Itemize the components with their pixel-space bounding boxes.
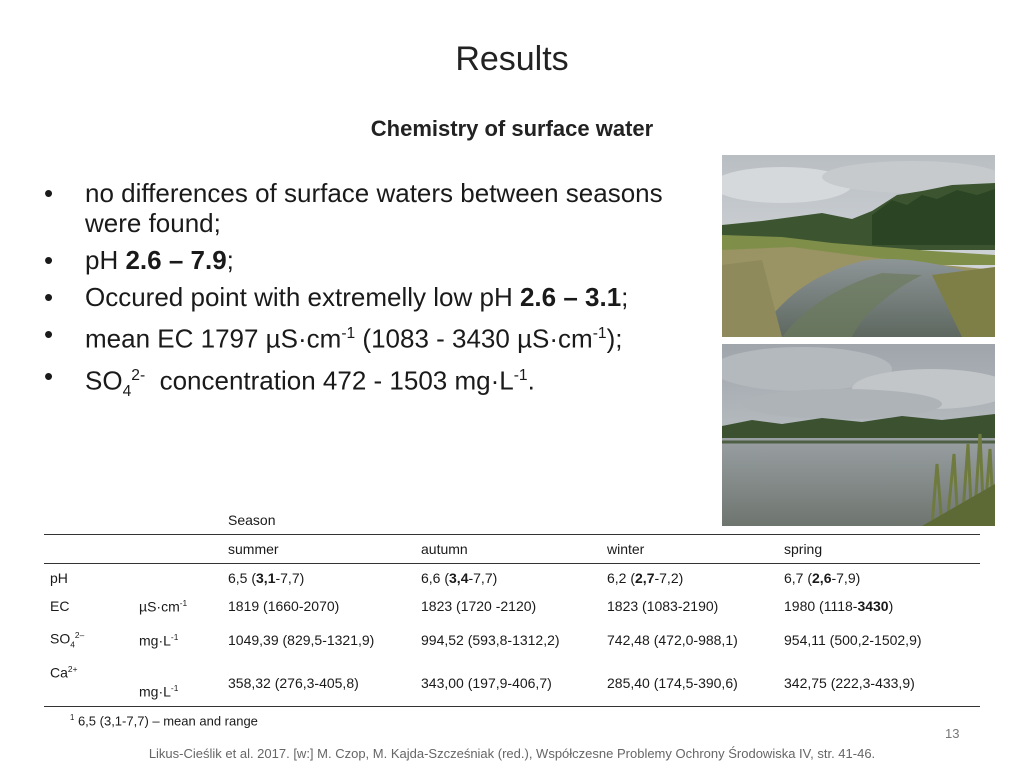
slide-subtitle: Chemistry of surface water xyxy=(370,116,654,141)
table-cell: 6,7 (2,6-7,9) xyxy=(784,570,861,586)
bullet-text: no differences of surface waters between… xyxy=(85,178,663,238)
column-header-spring: spring xyxy=(778,534,980,564)
table-row: Season xyxy=(44,506,980,535)
table-row: SO42– mg·L-1 1049,39 (829,5-1321,9) 994,… xyxy=(44,620,980,660)
table-cell: 1980 (1118-3430) xyxy=(784,598,894,614)
table-cell: 342,75 (222,3-433,9) xyxy=(778,660,980,707)
unit-cell: mg·L-1 xyxy=(139,631,179,649)
superscript: -1 xyxy=(513,366,528,384)
table-cell: 6,5 (3,1-7,7) xyxy=(228,570,305,586)
bullet-item: pH 2.6 – 7.9; xyxy=(44,245,714,275)
table-cell: 1819 (1660-2070) xyxy=(228,598,340,614)
bullet-text: . xyxy=(527,365,535,396)
bullet-text: Occured point with extremelly low pH xyxy=(85,282,520,312)
subscript: 4 xyxy=(122,382,132,400)
table-footnote: 1 6,5 (3,1-7,7) – mean and range xyxy=(70,713,258,729)
table-cell: 742,48 (472,0-988,1) xyxy=(607,632,738,648)
canal-photo xyxy=(722,155,995,337)
bullet-bold-value: 2.6 – 7.9 xyxy=(125,245,227,275)
bullet-item: Occured point with extremelly low pH 2.6… xyxy=(44,282,714,312)
column-header-winter: winter xyxy=(601,534,778,564)
table-cell: 343,00 (197,9-406,7) xyxy=(415,660,601,707)
season-header: Season xyxy=(228,512,276,528)
table-cell: 6,2 (2,7-7,2) xyxy=(607,570,684,586)
table-row: pH 6,5 (3,1-7,7) 6,6 (3,4-7,7) 6,2 (2,7-… xyxy=(44,564,980,593)
table-cell: 994,52 (593,8-1312,2) xyxy=(421,632,560,648)
bullet-text: SO xyxy=(85,365,123,396)
slide-title: Results xyxy=(455,40,569,78)
column-header-autumn: autumn xyxy=(415,534,601,564)
unit-cell: µS·cm-1 xyxy=(139,597,188,615)
pond-photo xyxy=(722,344,995,526)
superscript: -1 xyxy=(341,325,356,342)
bullet-text: concentration 472 - 1503 mg·L xyxy=(145,365,514,396)
bullet-bold-value: 2.6 – 3.1 xyxy=(519,282,622,312)
table-cell: 1823 (1083-2190) xyxy=(607,598,719,614)
bullet-text: ; xyxy=(621,282,629,312)
table-row: EC µS·cm-1 1819 (1660-2070) 1823 (1720 -… xyxy=(44,592,980,620)
bullet-text: ); xyxy=(606,323,623,354)
superscript: 2- xyxy=(131,366,146,384)
bullet-item: mean EC 1797 µS·cm-1 (1083 - 3430 µS·cm-… xyxy=(44,319,714,354)
row-label-ph: pH xyxy=(50,570,68,586)
table-row: Ca2+ mg·L-1 358,32 (276,3-405,8) 343,00 … xyxy=(44,660,980,707)
row-label-ca: Ca2+ xyxy=(44,660,133,707)
water-chemistry-table: Season summer autumn winter spring pH 6,… xyxy=(44,506,980,707)
unit-cell: mg·L-1 xyxy=(133,660,222,707)
bullet-text: (1083 - 3430 µS·cm xyxy=(355,323,593,354)
table-cell: 6,6 (3,4-7,7) xyxy=(421,570,498,586)
row-label-so4: SO42– xyxy=(50,630,85,650)
row-label-ec: EC xyxy=(50,598,70,614)
bullet-list: no differences of surface waters between… xyxy=(44,178,714,414)
table-cell: 285,40 (174,5-390,6) xyxy=(601,660,778,707)
table-cell: 954,11 (500,2-1502,9) xyxy=(784,632,922,648)
table-cell: 1823 (1720 -2120) xyxy=(421,598,537,614)
table-cell: 1049,39 (829,5-1321,9) xyxy=(228,632,375,648)
column-header-summer: summer xyxy=(222,534,415,564)
bullet-text: mean EC 1797 µS·cm xyxy=(85,323,342,354)
superscript: -1 xyxy=(592,325,607,342)
table-cell: 358,32 (276,3-405,8) xyxy=(222,660,415,707)
bullet-text: pH xyxy=(85,245,126,275)
unit-cell xyxy=(133,564,222,593)
citation: Likus-Cieślik et al. 2017. [w:] M. Czop,… xyxy=(148,746,876,761)
bullet-item: no differences of surface waters between… xyxy=(44,178,714,238)
bullet-item: SO42- concentration 472 - 1503 mg·L-1. xyxy=(44,361,714,407)
bullet-text: ; xyxy=(226,245,234,275)
table-header-row: summer autumn winter spring xyxy=(44,534,980,564)
page-number: 13 xyxy=(945,726,960,741)
